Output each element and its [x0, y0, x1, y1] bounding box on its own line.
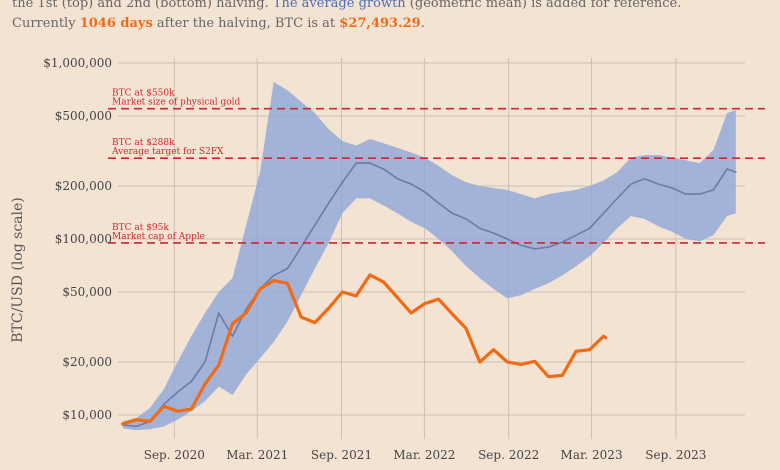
reference-description: Market size of physical gold — [112, 98, 241, 108]
range-band — [122, 82, 736, 431]
x-tick-label: Sep. 2020 — [144, 448, 205, 462]
y-tick-label: $1,000,000 — [43, 56, 112, 70]
caption-text: the 1st (top) and 2nd (bottom) halving. — [12, 0, 273, 11]
mean-growth-line — [121, 162, 737, 428]
y-tick-label: $500,000 — [55, 109, 112, 123]
caption-text: . — [420, 16, 425, 31]
x-tick-label: Sep. 2022 — [478, 448, 539, 462]
x-tick-label: Mar. 2021 — [226, 448, 288, 462]
y-tick-label: $10,000 — [62, 408, 112, 422]
caption-text: Currently — [12, 16, 80, 31]
y-axis-label: BTC/USD (log scale) — [10, 197, 26, 343]
caption-line-2: Currently 1046 days after the halving, B… — [12, 14, 425, 34]
reference-description: Market cap of Apple — [112, 232, 205, 242]
y-tick-label: $50,000 — [62, 285, 112, 299]
reference-description: Average target for S2FX — [111, 147, 224, 157]
y-tick-label: $20,000 — [62, 355, 112, 369]
caption-line-1: the 1st (top) and 2nd (bottom) halving. … — [12, 0, 681, 14]
x-tick-label: Mar. 2022 — [393, 448, 455, 462]
mean-growth-path — [121, 162, 737, 428]
y-axis-ticks: $10,000 $20,000 $50,000 $100,000 $200,000 $50… — [43, 56, 112, 422]
caption-text: after the halving, BTC is at — [152, 16, 340, 31]
range-band-area — [122, 82, 736, 431]
days-since-halving: 1046 days — [79, 16, 153, 31]
reference-label: BTC at $288k — [112, 138, 175, 148]
y-tick-label: $200,000 — [55, 179, 112, 193]
btc-price-path — [120, 273, 608, 426]
y-tick-label: $100,000 — [55, 232, 112, 246]
x-tick-label: Sep. 2023 — [645, 448, 706, 462]
btc-price-line — [120, 273, 608, 426]
reference-label: BTC at $550k — [112, 89, 175, 99]
reference-label: BTC at $95k — [112, 223, 169, 233]
x-axis-ticks: Sep. 2020 Mar. 2021 Sep. 2021 Mar. 2022 Sep.… — [144, 448, 707, 462]
average-growth-label: The average growth — [272, 0, 406, 11]
x-tick-label: Mar. 2023 — [561, 448, 623, 462]
x-tick-label: Sep. 2021 — [311, 448, 372, 462]
caption-text: (geometric mean) is added for reference. — [405, 0, 682, 11]
current-price: $27,493.29 — [339, 16, 421, 31]
